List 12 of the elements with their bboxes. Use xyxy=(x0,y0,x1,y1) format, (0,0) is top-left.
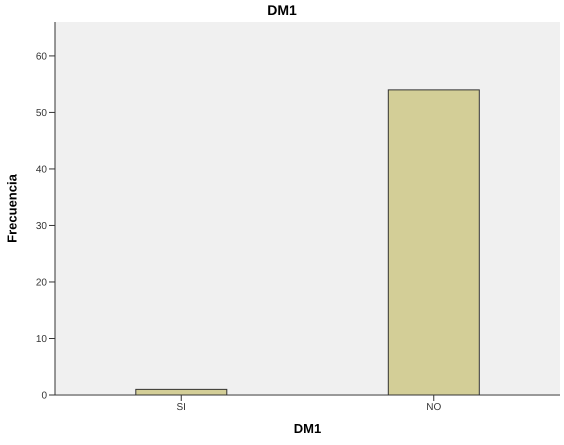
y-tick-label: 20 xyxy=(36,278,48,289)
x-tick-label: SI xyxy=(176,402,186,414)
y-tick-label: 60 xyxy=(36,51,48,62)
y-tick-label: 50 xyxy=(36,108,48,119)
chart-title: DM1 xyxy=(250,2,314,18)
y-tick-label: 30 xyxy=(36,221,48,232)
y-tick-label: 0 xyxy=(41,390,48,402)
y-axis-title: Frecuencia xyxy=(4,173,20,243)
y-tick-label: 10 xyxy=(36,334,48,346)
y-tick-label: 40 xyxy=(36,164,48,176)
x-axis-title: DM1 xyxy=(294,421,322,436)
x-tick-label: NO xyxy=(426,402,442,414)
